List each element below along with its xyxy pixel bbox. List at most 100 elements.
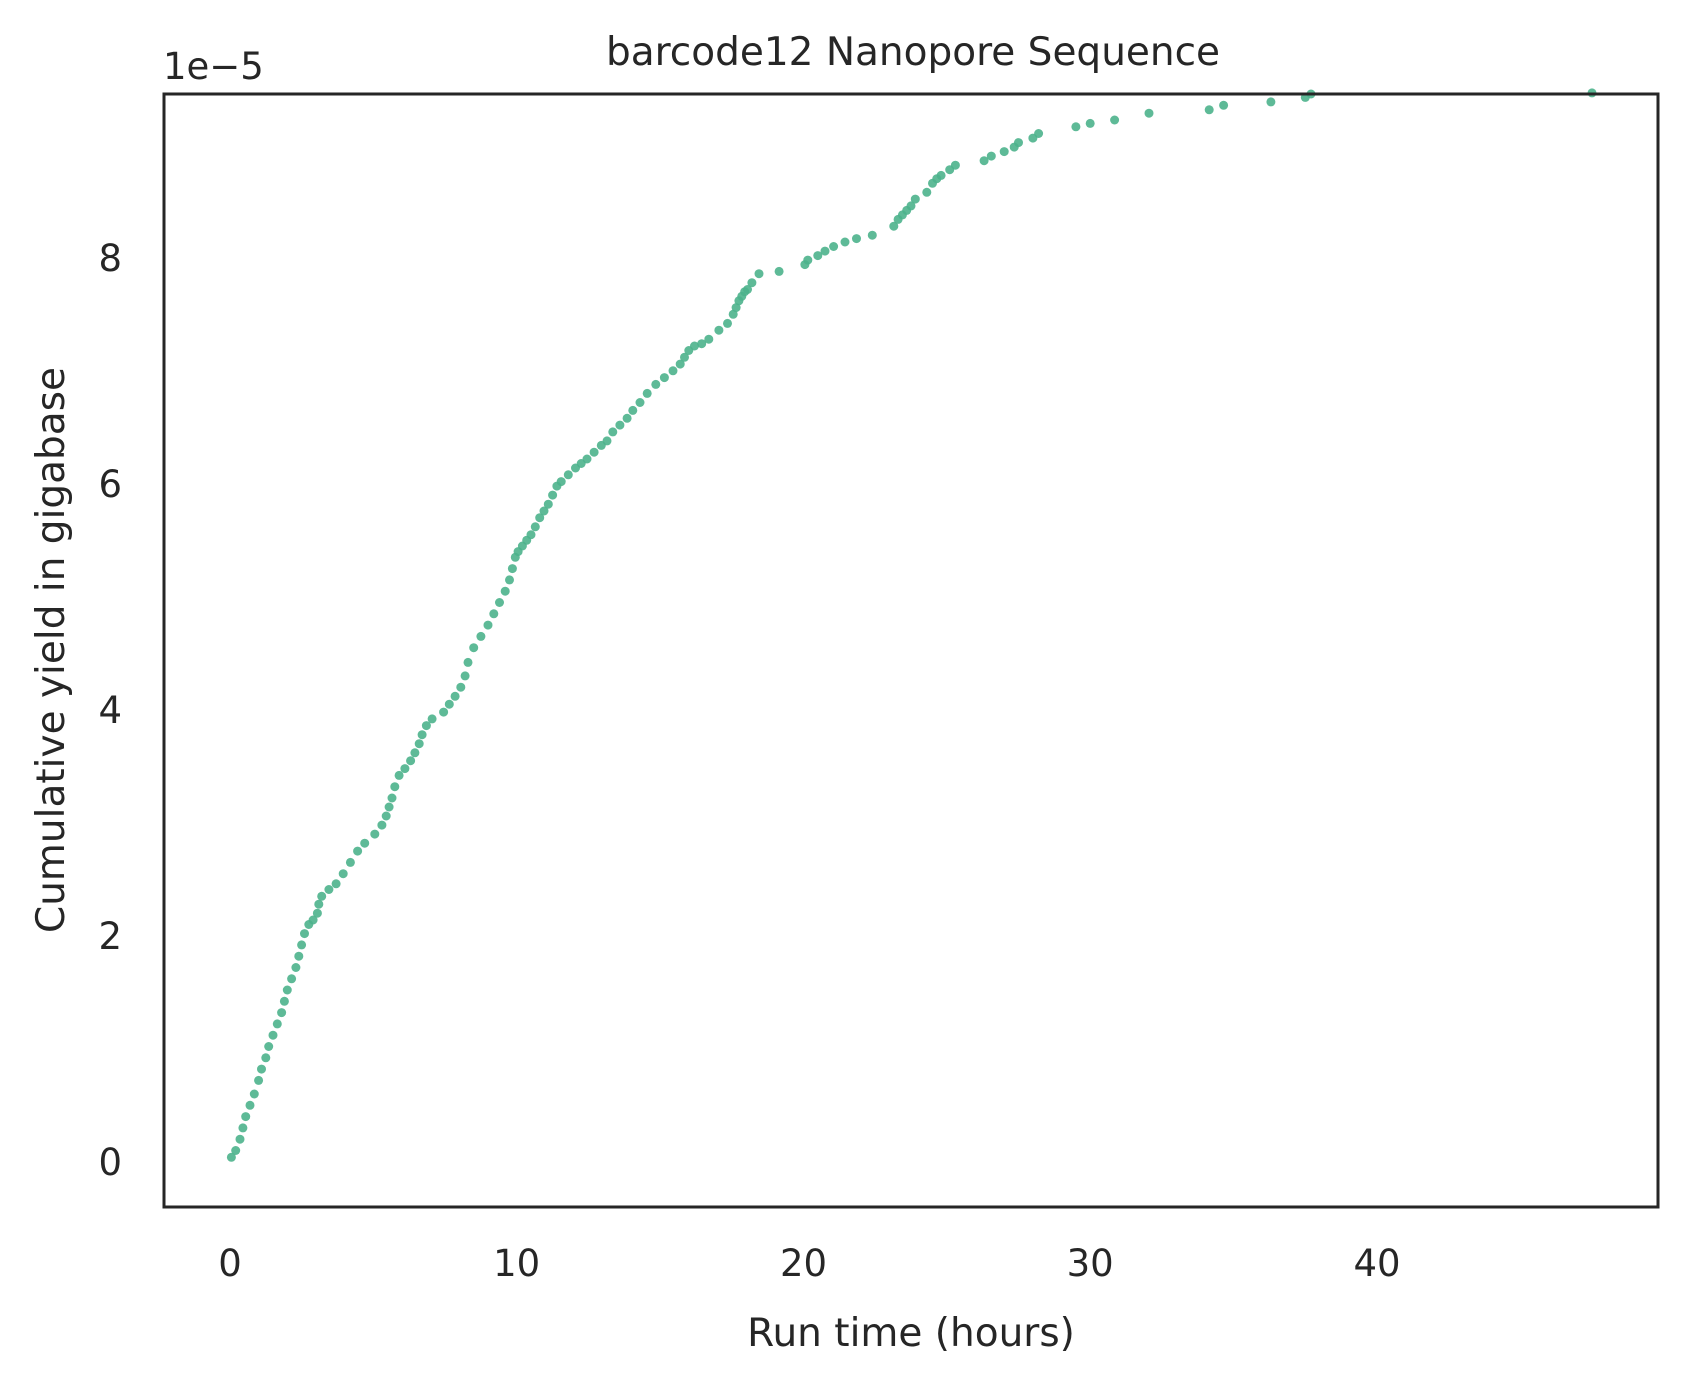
data-point xyxy=(659,373,669,383)
data-point xyxy=(377,820,387,830)
data-point xyxy=(675,359,685,369)
data-point xyxy=(439,707,449,717)
data-point xyxy=(257,1064,266,1074)
data-point xyxy=(731,303,741,313)
data-point xyxy=(324,885,334,894)
data-point xyxy=(476,631,486,641)
data-point xyxy=(444,699,454,709)
x-axis-label: Run time (hours) xyxy=(747,1311,1075,1356)
data-point xyxy=(803,255,813,265)
y-tick-label: 6 xyxy=(98,463,122,506)
data-point xyxy=(500,586,510,596)
data-point xyxy=(317,891,327,901)
data-point xyxy=(1034,129,1044,138)
y-tick-label: 4 xyxy=(98,689,122,732)
data-point xyxy=(463,657,473,667)
data-point xyxy=(282,985,292,995)
data-point xyxy=(889,221,899,231)
data-point xyxy=(820,246,830,256)
y-ticks: 0 2 4 6 8 xyxy=(98,237,122,1184)
x-tick-label: 30 xyxy=(1067,1242,1114,1285)
x-tick-label: 10 xyxy=(493,1242,540,1285)
data-point xyxy=(226,1152,236,1162)
data-point xyxy=(936,170,946,180)
data-point xyxy=(774,266,784,276)
data-point xyxy=(628,405,638,415)
data-point xyxy=(287,974,297,984)
data-point xyxy=(543,499,553,509)
data-point xyxy=(704,334,714,344)
data-point xyxy=(410,748,420,758)
y-tick-label: 0 xyxy=(98,1141,122,1184)
data-point xyxy=(530,522,540,532)
data-point xyxy=(370,829,380,839)
data-point xyxy=(421,721,431,731)
data-point xyxy=(563,470,573,480)
data-point xyxy=(414,739,424,749)
data-point xyxy=(1014,138,1023,148)
y-offset-label: 1e−5 xyxy=(163,45,264,88)
data-point xyxy=(979,156,989,166)
data-point xyxy=(635,398,645,407)
data-point xyxy=(697,339,707,349)
data-point xyxy=(331,879,341,889)
data-point xyxy=(272,1019,282,1029)
x-tick-label: 40 xyxy=(1353,1242,1400,1285)
data-point xyxy=(264,1042,274,1051)
data-point xyxy=(922,187,932,197)
data-point xyxy=(300,929,309,939)
data-point xyxy=(829,242,839,251)
data-point xyxy=(910,194,920,204)
data-point xyxy=(642,388,652,398)
data-point xyxy=(495,598,504,607)
data-point xyxy=(615,420,625,430)
data-point xyxy=(535,513,545,523)
data-point xyxy=(813,251,823,261)
data-point xyxy=(505,575,514,585)
data-point xyxy=(235,1134,245,1144)
data-point xyxy=(268,1030,278,1040)
plot-frame xyxy=(162,92,1660,1209)
data-point xyxy=(460,671,470,681)
data-point xyxy=(489,609,499,619)
data-point xyxy=(651,379,661,389)
data-point xyxy=(406,756,416,766)
data-point xyxy=(1085,118,1095,128)
data-point xyxy=(312,908,322,918)
data-point xyxy=(294,951,304,961)
data-point xyxy=(589,447,599,457)
data-point xyxy=(450,691,460,701)
data-point xyxy=(297,940,307,950)
data-point xyxy=(539,506,549,516)
data-point xyxy=(345,857,355,867)
y-tick-label: 8 xyxy=(98,237,122,280)
data-point xyxy=(1266,97,1276,107)
data-point xyxy=(400,764,410,774)
data-point xyxy=(680,352,689,362)
data-point xyxy=(1219,100,1229,110)
x-tick-label: 0 xyxy=(218,1242,242,1285)
data-point xyxy=(384,802,394,812)
data-point xyxy=(714,325,724,335)
data-point xyxy=(852,234,861,244)
data-point xyxy=(387,793,397,803)
data-point xyxy=(308,915,318,925)
data-point xyxy=(245,1100,255,1110)
data-point xyxy=(469,643,479,653)
data-point xyxy=(507,564,517,574)
data-point xyxy=(1110,115,1120,125)
data-point xyxy=(483,620,493,630)
x-ticks: 0 10 20 30 40 xyxy=(218,1242,1400,1285)
data-point xyxy=(582,454,592,464)
data-point xyxy=(1204,105,1214,115)
data-point xyxy=(747,278,757,288)
data-point xyxy=(394,770,404,780)
data-point xyxy=(1144,108,1154,118)
data-point xyxy=(622,413,632,423)
data-point xyxy=(360,838,370,848)
data-point xyxy=(381,811,391,821)
data-point xyxy=(950,160,960,170)
data-point xyxy=(261,1053,271,1063)
data-point xyxy=(840,237,850,247)
